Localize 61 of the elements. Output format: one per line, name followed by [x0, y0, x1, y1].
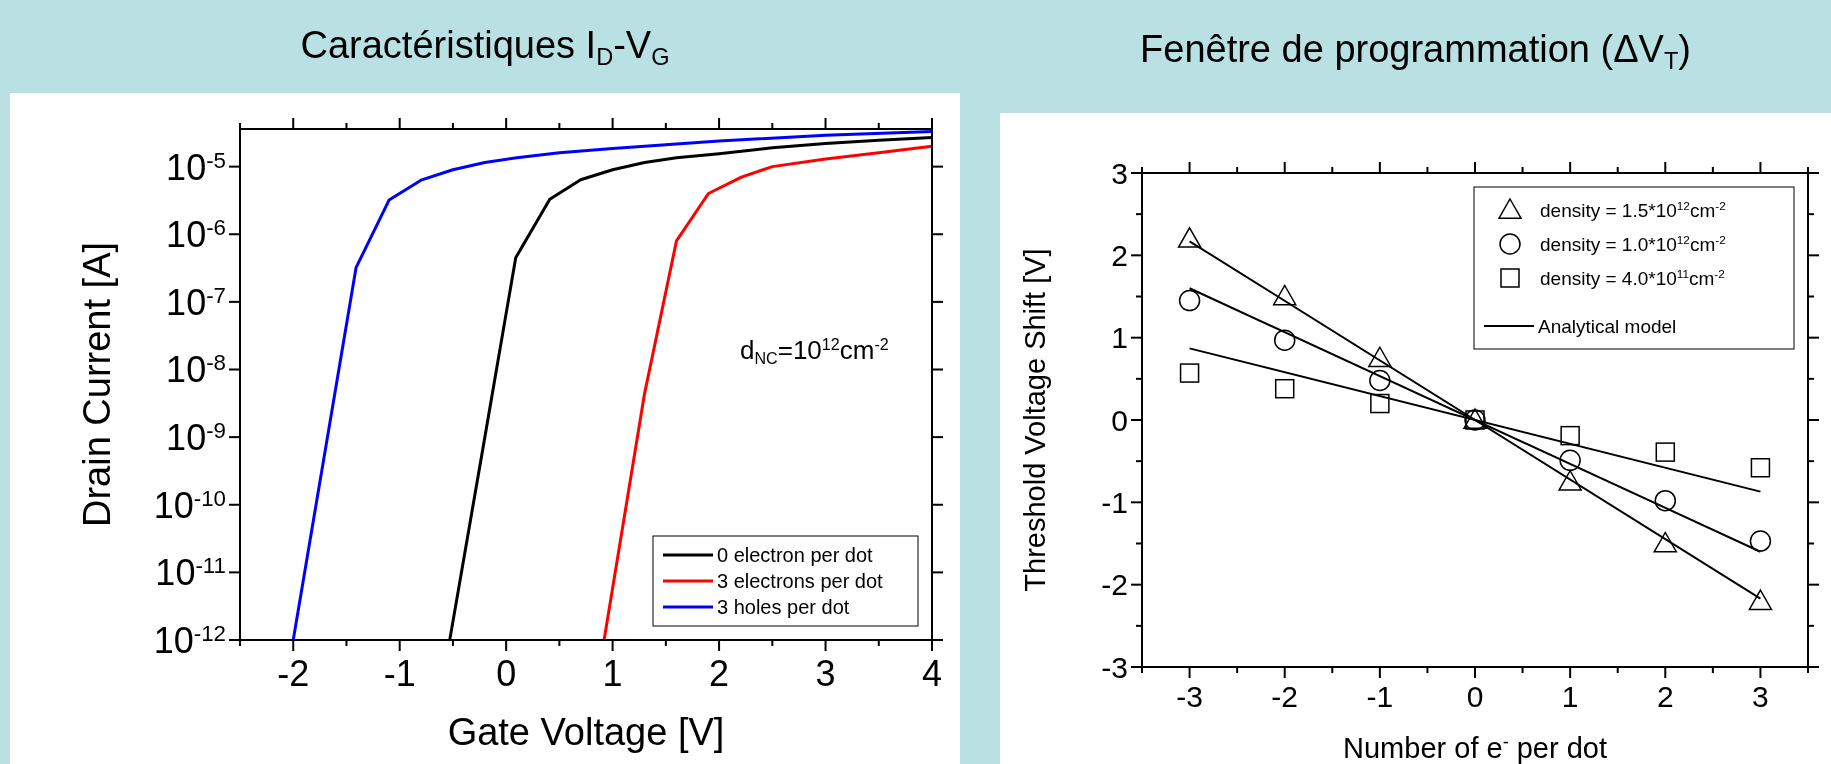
point [1748, 589, 1773, 611]
y-tick-label: -2 [1101, 568, 1128, 602]
y-tick-label: 10$^{-9}$ [166, 417, 226, 459]
x-tick-label: -1 [383, 653, 416, 694]
point [1560, 425, 1580, 446]
x-tick-label: -2 [277, 653, 310, 694]
x-tick-label: -3 [1176, 680, 1203, 713]
legend-label: density = 1.0*10$^{12}$cm$^{-2}$ [1540, 233, 1726, 255]
x-tick-label: -2 [1271, 680, 1299, 713]
y-axis-title: Drain Current [A] [76, 241, 118, 528]
point [1654, 489, 1677, 512]
legend-label: density = 1.5*10$^{12}$cm$^{-2}$ [1540, 199, 1726, 221]
chart-title: Fenêtre de programmation (ΔV$_{T}$) [1140, 28, 1691, 75]
point [1177, 227, 1202, 248]
point [1749, 530, 1772, 552]
x-tick-label: 0 [1466, 680, 1484, 713]
point [1370, 393, 1390, 414]
point [1273, 329, 1296, 351]
x-tick-label: 1 [1561, 680, 1579, 713]
legend-label: 0 electron per dot [717, 544, 874, 566]
x-tick-label: 0 [496, 653, 517, 694]
x-axis-title: Gate Voltage [V] [447, 711, 725, 753]
y-tick-label: 10$^{-12}$ [153, 619, 226, 661]
y-tick-label: 2 [1111, 239, 1128, 273]
y-tick-label: 10$^{-5}$ [166, 146, 226, 188]
point [1558, 470, 1582, 491]
line-series [602, 144, 934, 642]
point [1368, 346, 1392, 368]
y-tick-label: 10$^{-7}$ [166, 281, 226, 323]
x-tick-label: 3 [1752, 680, 1769, 713]
point [1559, 449, 1581, 472]
point [1178, 289, 1201, 312]
y-tick-label: 10$^{-10}$ [153, 484, 226, 526]
y-tick-label: 10$^{-11}$ [155, 552, 226, 594]
legend-label: density = 4.0*10$^{11}$cm$^{-2}$ [1540, 267, 1725, 289]
x-axis-title: Number of e$^{-}$ per dot [1343, 732, 1607, 764]
point [1272, 284, 1297, 306]
point [1655, 442, 1676, 462]
x-tick-label: 1 [602, 653, 623, 694]
legend-label: 3 electrons per dot [717, 570, 884, 592]
x-tick-label: 3 [815, 653, 836, 694]
y-tick-label: 3 [1111, 156, 1128, 190]
annotation: d$_{NC}$=10$^{12}$cm$^{-2}$ [739, 334, 889, 367]
y-tick-label: 10$^{-6}$ [166, 214, 226, 256]
x-tick-label: 2 [709, 653, 730, 694]
y-axis-title: Threshold Voltage Shift [V] [1019, 248, 1051, 592]
point [1750, 458, 1771, 478]
point [1369, 369, 1391, 392]
point [1653, 531, 1678, 553]
y-tick-label: 1 [1111, 321, 1128, 355]
point [1274, 378, 1295, 399]
x-tick-label: 2 [1656, 680, 1674, 713]
chart-title: Caractéristiques I$_{D}$-V$_{G}$ [300, 24, 670, 71]
x-tick-label: 4 [921, 653, 943, 694]
x-tick-label: -1 [1366, 680, 1394, 713]
legend-label: 3 holes per dot [717, 596, 850, 618]
point [1179, 363, 1200, 383]
y-tick-label: -1 [1101, 486, 1128, 520]
legend-label: Analytical model [1538, 316, 1677, 337]
y-tick-label: 10$^{-8}$ [166, 349, 226, 391]
y-tick-label: 0 [1111, 403, 1128, 437]
